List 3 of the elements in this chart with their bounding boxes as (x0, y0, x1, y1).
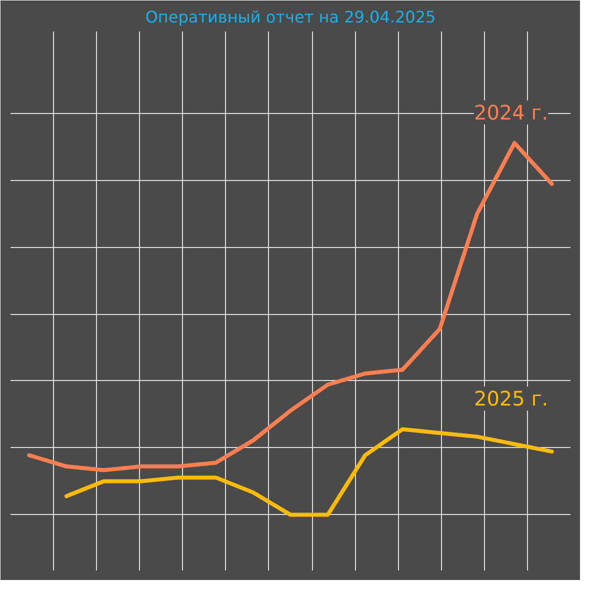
chart-title: Оперативный отчет на 29.04.2025 (145, 8, 436, 26)
series-label: 2024 г. (474, 100, 548, 124)
series-label: 2025 г. (474, 386, 548, 411)
